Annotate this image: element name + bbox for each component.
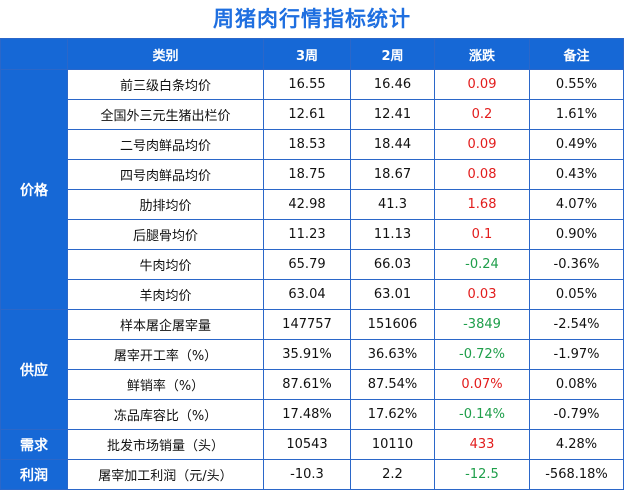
item-name-cell: 羊肉均价 <box>67 279 264 310</box>
week2-value-cell: 63.01 <box>350 279 435 310</box>
week3-value-cell: 18.75 <box>263 159 351 190</box>
change-value-cell: -0.14% <box>434 399 530 430</box>
note-value-cell: -0.36% <box>529 249 624 280</box>
table-row: 冻品库容比（%） 17.48% 17.62% -0.14% -0.79% <box>1 399 624 430</box>
change-value-cell: 0.07% <box>434 369 530 400</box>
item-name-cell: 前三级白条均价 <box>67 69 264 100</box>
week2-value-cell: 11.13 <box>350 219 435 250</box>
table-row: 价格 前三级白条均价 16.55 16.46 0.09 0.55% <box>0 69 624 310</box>
week3-value-cell: 87.61% <box>263 369 351 400</box>
header-week3: 3周 <box>263 38 351 70</box>
note-value-cell: 0.49% <box>529 129 624 160</box>
note-value-cell: 0.08% <box>529 369 624 400</box>
item-name-cell: 屠宰加工利润（元/头） <box>67 459 264 490</box>
table-row: 利润 屠宰加工利润（元/头） -10.3 2.2 -12.5 -568.18% <box>0 459 624 490</box>
table-row: 羊肉均价 63.04 63.01 0.03 0.05% <box>1 279 624 310</box>
table-row: 牛肉均价 65.79 66.03 -0.24 -0.36% <box>1 249 624 280</box>
category-cell: 利润 <box>0 459 68 490</box>
header-week2: 2周 <box>350 38 435 70</box>
week3-value-cell: 12.61 <box>263 99 351 130</box>
item-name-cell: 鲜销率（%） <box>67 369 264 400</box>
table-row: 四号肉鲜品均价 18.75 18.67 0.08 0.43% <box>1 159 624 190</box>
category-cell: 供应 <box>0 309 68 430</box>
table-row: 屠宰开工率（%） 35.91% 36.63% -0.72% -1.97% <box>1 339 624 370</box>
week2-value-cell: 17.62% <box>350 399 435 430</box>
table-row: 肋排均价 42.98 41.3 1.68 4.07% <box>1 189 624 220</box>
change-value-cell: -0.24 <box>434 249 530 280</box>
table-header-row: 类别 3周 2周 涨跌 备注 <box>0 38 624 70</box>
table-row: 供应 样本屠企屠宰量 147757 151606 -3849 -2.54% <box>0 309 624 430</box>
header-note: 备注 <box>529 38 624 70</box>
week2-value-cell: 36.63% <box>350 339 435 370</box>
change-value-cell: 0.09 <box>434 69 530 100</box>
note-value-cell: -1.97% <box>529 339 624 370</box>
item-name-cell: 全国外三元生猪出栏价 <box>67 99 264 130</box>
change-value-cell: 0.1 <box>434 219 530 250</box>
item-name-cell: 二号肉鲜品均价 <box>67 129 264 160</box>
header-blank <box>0 38 68 70</box>
table-row: 需求 批发市场销量（头） 10543 10110 433 4.28% <box>0 429 624 460</box>
note-value-cell: -2.54% <box>529 309 624 340</box>
change-value-cell: 0.2 <box>434 99 530 130</box>
change-value-cell: -3849 <box>434 309 530 340</box>
item-name-cell: 肋排均价 <box>67 189 264 220</box>
item-name-cell: 批发市场销量（头） <box>67 429 264 460</box>
table-row: 后腿骨均价 11.23 11.13 0.1 0.90% <box>1 219 624 250</box>
change-value-cell: -0.72% <box>434 339 530 370</box>
week3-value-cell: 42.98 <box>263 189 351 220</box>
week2-value-cell: 2.2 <box>350 459 435 490</box>
change-value-cell: 0.08 <box>434 159 530 190</box>
note-value-cell: 0.05% <box>529 279 624 310</box>
change-value-cell: 1.68 <box>434 189 530 220</box>
week2-value-cell: 18.67 <box>350 159 435 190</box>
note-value-cell: 1.61% <box>529 99 624 130</box>
header-change: 涨跌 <box>434 38 530 70</box>
note-value-cell: 0.55% <box>529 69 624 100</box>
change-value-cell: 0.03 <box>434 279 530 310</box>
note-value-cell: 4.28% <box>529 429 624 460</box>
week3-value-cell: 35.91% <box>263 339 351 370</box>
change-value-cell: -12.5 <box>434 459 530 490</box>
item-name-cell: 样本屠企屠宰量 <box>67 309 264 340</box>
week3-value-cell: 10543 <box>263 429 351 460</box>
week2-value-cell: 12.41 <box>350 99 435 130</box>
week3-value-cell: 65.79 <box>263 249 351 280</box>
week2-value-cell: 66.03 <box>350 249 435 280</box>
item-name-cell: 屠宰开工率（%） <box>67 339 264 370</box>
note-value-cell: 4.07% <box>529 189 624 220</box>
week2-value-cell: 16.46 <box>350 69 435 100</box>
week3-value-cell: 18.53 <box>263 129 351 160</box>
item-name-cell: 四号肉鲜品均价 <box>67 159 264 190</box>
week3-value-cell: 147757 <box>263 309 351 340</box>
note-value-cell: -568.18% <box>529 459 624 490</box>
item-name-cell: 冻品库容比（%） <box>67 399 264 430</box>
category-cell: 价格 <box>0 69 68 310</box>
note-value-cell: 0.43% <box>529 159 624 190</box>
table-row: 二号肉鲜品均价 18.53 18.44 0.09 0.49% <box>1 129 624 160</box>
table-row: 全国外三元生猪出栏价 12.61 12.41 0.2 1.61% <box>1 99 624 130</box>
note-value-cell: 0.90% <box>529 219 624 250</box>
item-name-cell: 牛肉均价 <box>67 249 264 280</box>
week3-value-cell: 17.48% <box>263 399 351 430</box>
week3-value-cell: 16.55 <box>263 69 351 100</box>
change-value-cell: 433 <box>434 429 530 460</box>
week3-value-cell: 11.23 <box>263 219 351 250</box>
page-title: 周猪肉行情指标统计 <box>213 7 411 31</box>
week3-value-cell: -10.3 <box>263 459 351 490</box>
header-category: 类别 <box>67 38 264 70</box>
week3-value-cell: 63.04 <box>263 279 351 310</box>
week2-value-cell: 87.54% <box>350 369 435 400</box>
change-value-cell: 0.09 <box>434 129 530 160</box>
item-name-cell: 后腿骨均价 <box>67 219 264 250</box>
pork-indicator-table: 类别 3周 2周 涨跌 备注 价格 前三级白条均价 16.55 16.46 0.09 0.… <box>0 38 624 490</box>
week2-value-cell: 41.3 <box>350 189 435 220</box>
category-cell: 需求 <box>0 429 68 460</box>
week2-value-cell: 151606 <box>350 309 435 340</box>
week2-value-cell: 10110 <box>350 429 435 460</box>
week2-value-cell: 18.44 <box>350 129 435 160</box>
note-value-cell: -0.79% <box>529 399 624 430</box>
table-row: 鲜销率（%） 87.61% 87.54% 0.07% 0.08% <box>1 369 624 400</box>
